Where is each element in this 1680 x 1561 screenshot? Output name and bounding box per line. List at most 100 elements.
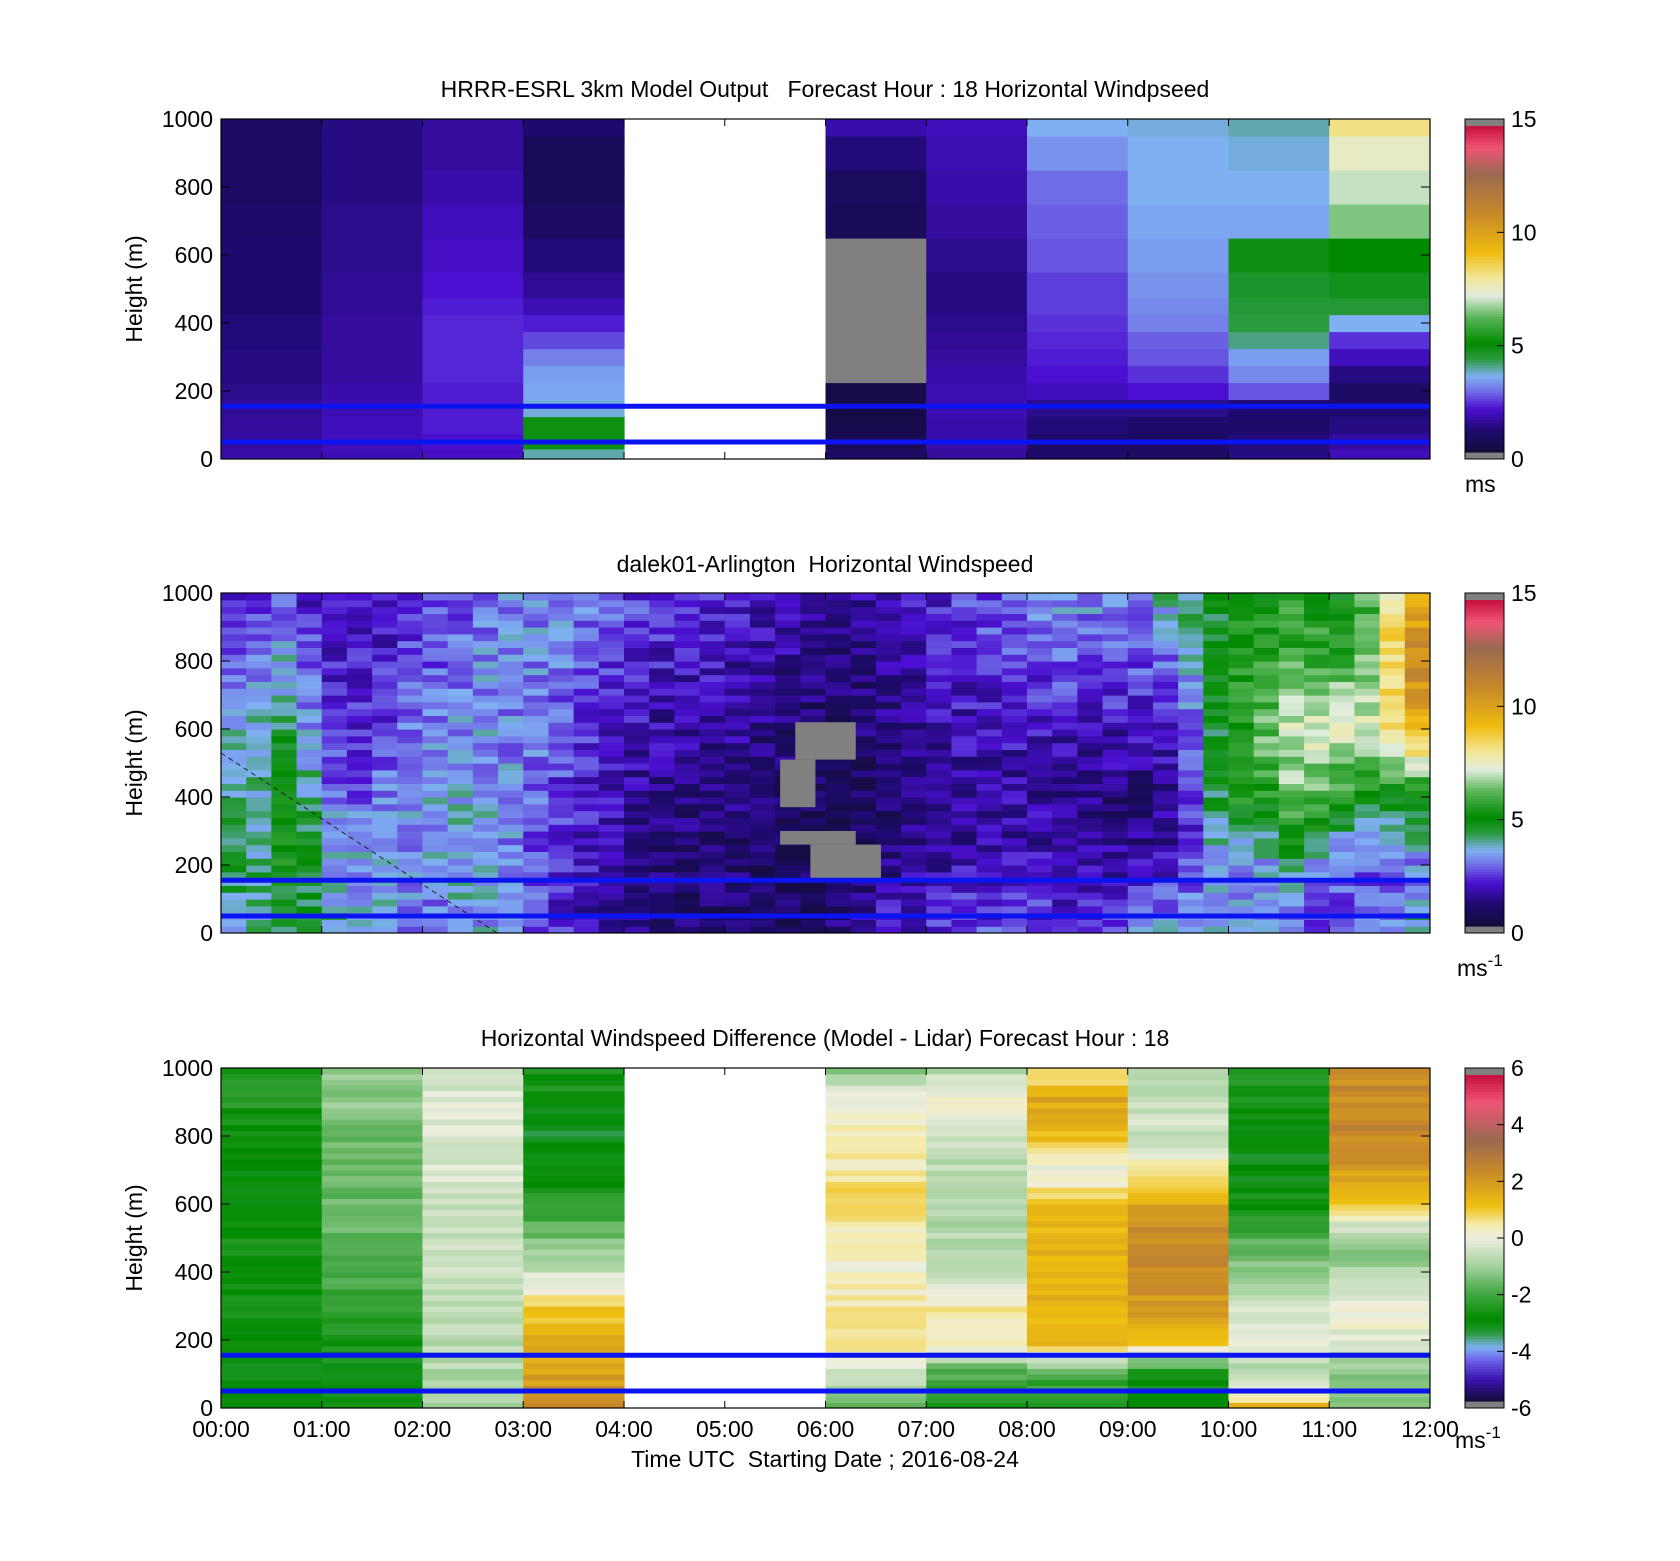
heatmap-cell — [875, 620, 902, 628]
heatmap-cell — [976, 885, 1003, 893]
heatmap-cell — [1102, 858, 1129, 866]
heatmap-cell — [926, 382, 1028, 401]
heatmap-cell — [1178, 667, 1204, 676]
heatmap-cell — [271, 722, 298, 730]
heatmap-cell — [472, 620, 499, 628]
heatmap-cell — [1354, 729, 1381, 737]
heatmap-cell — [699, 824, 726, 832]
colorbar-swatch — [1465, 874, 1504, 878]
heatmap-cell — [926, 1147, 1028, 1154]
heatmap-cell — [825, 688, 852, 696]
heatmap-cell — [397, 905, 424, 914]
heatmap-cell — [422, 1175, 524, 1182]
heatmap-cell — [1329, 365, 1430, 384]
heatmap-cell — [1152, 640, 1179, 648]
heatmap-cell — [523, 1311, 625, 1318]
colorbar-swatch — [1465, 703, 1504, 707]
heatmap-cell — [976, 756, 1003, 764]
heatmap-cell — [976, 661, 1003, 669]
colorbar-swatch — [1465, 166, 1504, 171]
heatmap-cell — [573, 851, 600, 859]
heatmap-cell — [1379, 606, 1406, 614]
heatmap-cell — [422, 1345, 524, 1352]
heatmap-cell — [1253, 667, 1280, 676]
colorbar-swatch — [1465, 299, 1504, 304]
heatmap-cell — [1329, 1238, 1430, 1245]
heatmap-cell — [624, 606, 650, 614]
heatmap-cell — [221, 1374, 323, 1381]
heatmap-cell — [926, 905, 953, 914]
heatmap-cell — [875, 919, 902, 927]
heatmap-cell — [951, 844, 978, 852]
heatmap-cell — [221, 735, 247, 744]
heatmap-cell — [1001, 824, 1028, 832]
heatmap-cell — [321, 272, 424, 299]
heatmap-cell — [1127, 640, 1154, 648]
heatmap-cell — [1304, 892, 1330, 900]
heatmap-cell — [926, 136, 1028, 171]
heatmap-cell — [1077, 783, 1104, 791]
heatmap-cell — [1304, 722, 1330, 730]
heatmap-cell — [825, 1340, 927, 1347]
heatmap-cell — [1354, 674, 1381, 682]
colorbar-swatch — [1465, 654, 1504, 658]
heatmap-cell — [397, 783, 424, 791]
heatmap-cell — [1027, 708, 1053, 716]
heatmap-cell — [1379, 926, 1406, 933]
heatmap-cell — [1152, 783, 1179, 791]
heatmap-cell — [1027, 1283, 1129, 1290]
heatmap-cell — [321, 1068, 424, 1075]
colorbar-swatch — [1465, 906, 1504, 911]
heatmap-cell — [321, 1113, 424, 1120]
heatmap-cell — [573, 790, 600, 798]
heatmap-cell — [447, 661, 474, 669]
heatmap-cell — [321, 1130, 424, 1137]
heatmap-cell — [346, 640, 373, 648]
heatmap-cell — [296, 885, 323, 893]
heatmap-cell — [1354, 593, 1381, 601]
heatmap-cell — [321, 722, 348, 730]
heatmap-cell — [422, 1255, 524, 1262]
heatmap-cell — [422, 667, 449, 676]
heatmap-cell — [296, 640, 323, 648]
heatmap-cell — [1127, 892, 1154, 900]
heatmap-cell — [1077, 647, 1104, 655]
colorbar-swatch — [1465, 822, 1504, 827]
heatmap-cell — [699, 729, 726, 737]
heatmap-cell — [422, 1124, 524, 1131]
heatmap-cell — [825, 1192, 927, 1199]
heatmap-cell — [1102, 905, 1129, 914]
heatmap-cell — [1127, 1130, 1230, 1137]
colorbar-swatch — [1465, 898, 1504, 903]
colorbar-swatch — [1465, 640, 1504, 645]
heatmap-cell — [548, 749, 575, 757]
colorbar-swatch — [1465, 648, 1504, 653]
colorbar-swatch — [1465, 841, 1504, 846]
heatmap-cell — [1329, 238, 1430, 273]
heatmap-cell — [1027, 272, 1129, 299]
colorbar-swatch — [1465, 1392, 1504, 1397]
heatmap-cell — [1052, 701, 1078, 710]
colorbar-swatch — [1465, 1300, 1504, 1304]
heatmap-cell — [321, 1391, 424, 1398]
heatmap-cell — [447, 769, 474, 778]
heatmap-cell — [749, 837, 776, 846]
heatmap-cell — [724, 810, 751, 818]
heatmap-cell — [850, 926, 877, 933]
heatmap-cell — [699, 851, 726, 859]
heatmap-cell — [1152, 865, 1179, 873]
heatmap-cell — [422, 272, 524, 299]
heatmap-cell — [875, 810, 902, 818]
heatmap-cell — [447, 803, 474, 812]
heatmap-cell — [1304, 599, 1330, 608]
heatmap-cell — [422, 1402, 524, 1408]
heatmap-cell — [598, 620, 625, 628]
heatmap-cell — [825, 1136, 927, 1143]
heatmap-cell — [447, 858, 474, 866]
heatmap-cell — [1102, 776, 1129, 784]
y-tick-label: 800 — [175, 174, 213, 200]
heatmap-cell — [951, 824, 978, 832]
heatmap-cell — [548, 627, 575, 635]
heatmap-cell — [1253, 803, 1280, 812]
heatmap-cell — [1228, 1130, 1330, 1137]
